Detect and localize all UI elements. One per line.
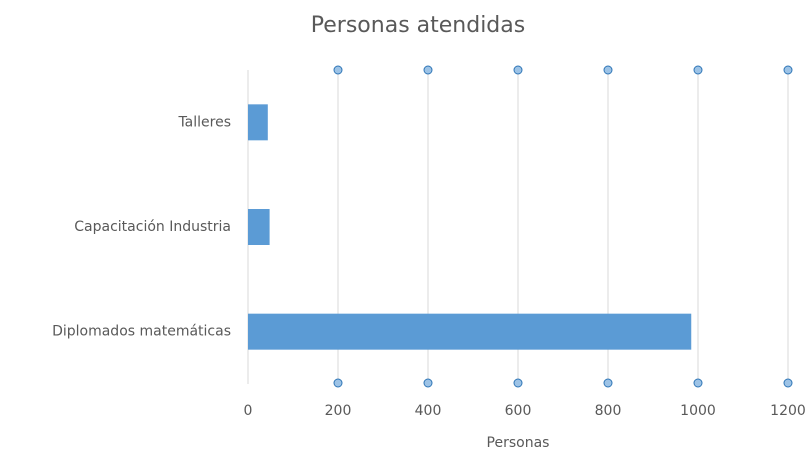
x-tick-label: 0 — [244, 403, 253, 419]
x-tick-label: 200 — [325, 403, 352, 419]
grid-marker — [603, 378, 613, 388]
y-tick-label: Talleres — [177, 114, 231, 130]
grid-marker — [693, 65, 703, 75]
grid-marker — [423, 378, 433, 388]
grid-marker — [513, 65, 523, 75]
grid-marker — [783, 65, 793, 75]
bar — [248, 209, 270, 245]
x-tick-label: 1000 — [680, 403, 716, 419]
grid-marker — [423, 65, 433, 75]
bar — [248, 313, 692, 350]
x-tick-label: 400 — [415, 403, 442, 419]
grid-marker — [783, 378, 793, 388]
x-tick-label: 1200 — [770, 403, 806, 419]
y-tick-label: Capacitación Industria — [74, 219, 231, 235]
chart-title: Personas atendidas — [311, 13, 525, 38]
x-tick-label: 600 — [505, 403, 532, 419]
grid-marker — [333, 378, 343, 388]
bar — [248, 104, 268, 141]
grid-marker — [333, 65, 343, 75]
x-tick-label: 800 — [595, 403, 622, 419]
grid-marker — [513, 378, 523, 388]
grid-marker — [603, 65, 613, 75]
x-axis-label: Personas — [487, 435, 550, 451]
grid-marker — [693, 378, 703, 388]
y-tick-label: Diplomados matemáticas — [52, 324, 231, 340]
